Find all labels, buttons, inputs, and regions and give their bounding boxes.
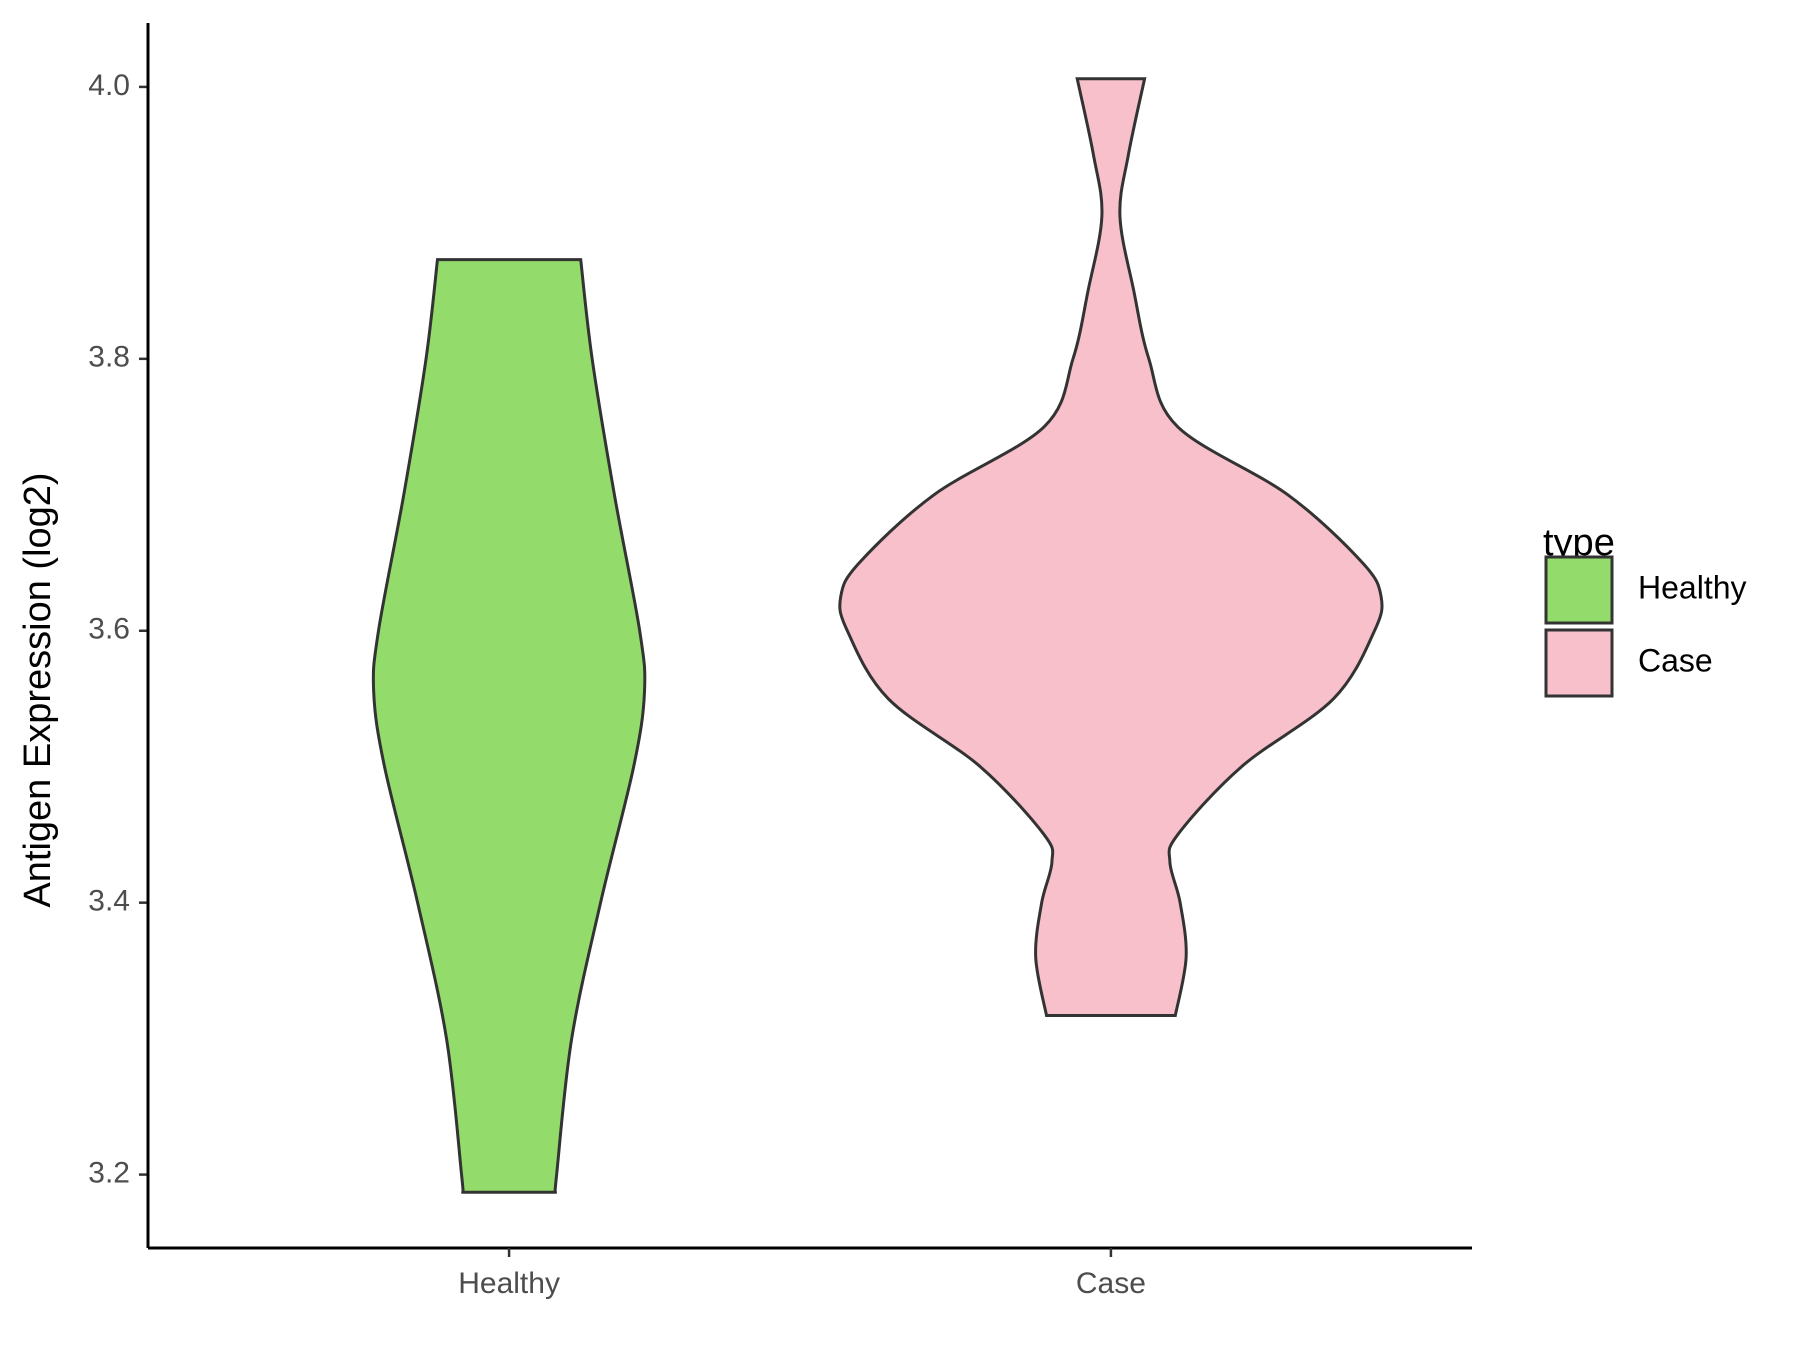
y-tick-label: 3.2 [88,1157,130,1190]
legend-key [1544,628,1614,698]
legend-label: Case [1638,642,1713,678]
x-tick-label: Case [1076,1267,1146,1300]
legend-key [1544,555,1614,625]
y-tick-label: 4.0 [88,69,130,102]
y-tick-label: 3.6 [88,613,130,646]
y-tick-label: 3.8 [88,341,130,374]
violin [838,77,1384,1018]
violin [371,258,647,1194]
y-tick-label: 3.4 [88,885,130,918]
x-tick-label: Healthy [458,1267,560,1300]
legend-label: Healthy [1638,569,1747,605]
y-axis-title: Antigen Expression (log2) [17,472,59,907]
